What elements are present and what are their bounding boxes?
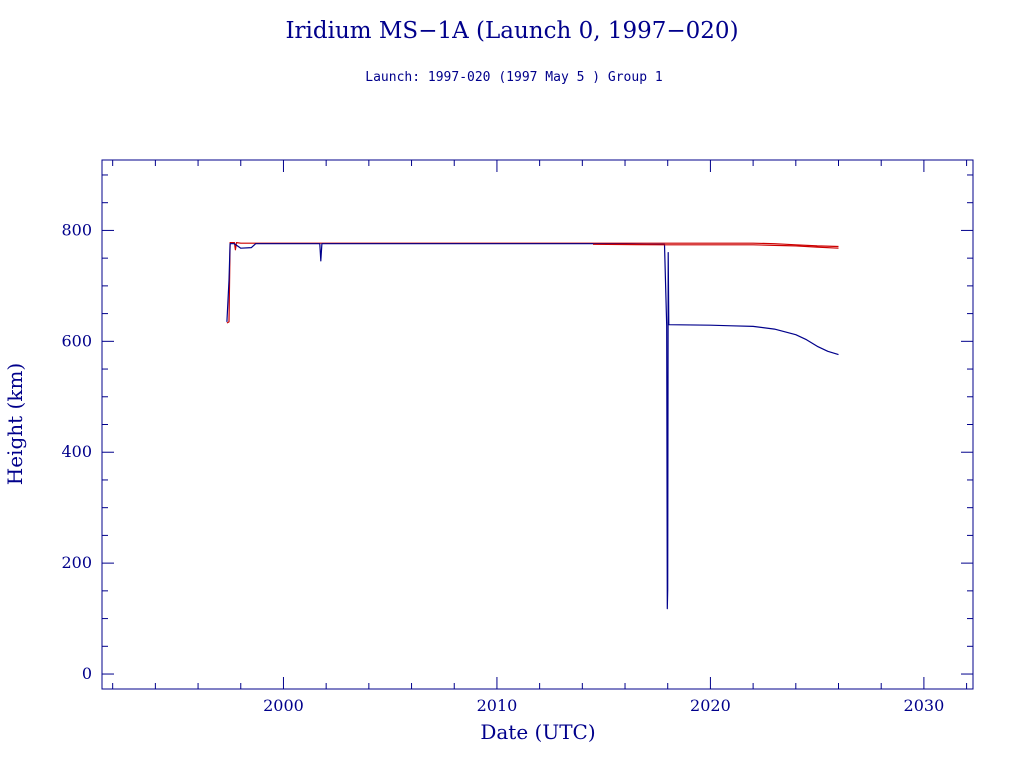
x-tick-label: 2000 bbox=[263, 696, 304, 715]
y-tick-label: 0 bbox=[82, 664, 92, 683]
x-tick-label: 2010 bbox=[477, 696, 518, 715]
y-tick-label: 200 bbox=[61, 553, 92, 572]
plot-frame bbox=[101, 159, 974, 690]
series-line-2 bbox=[226, 243, 839, 610]
chart-subtitle: Launch: 1997-020 (1997 May 5 ) Group 1 bbox=[365, 70, 662, 85]
series-line-3 bbox=[592, 243, 839, 249]
y-tick-label: 400 bbox=[61, 442, 92, 461]
x-axis-label: Date (UTC) bbox=[480, 720, 595, 744]
y-tick-label: 600 bbox=[61, 331, 92, 350]
series-line-1 bbox=[226, 242, 839, 324]
series-layer bbox=[226, 242, 839, 610]
x-tick-label: 2020 bbox=[690, 696, 731, 715]
x-axis-ticks bbox=[112, 160, 968, 689]
chart-title: Iridium MS−1A (Launch 0, 1997−020) bbox=[285, 18, 738, 44]
y-tick-label: 800 bbox=[61, 220, 92, 239]
x-tick-label: 2030 bbox=[904, 696, 945, 715]
y-axis-label: Height (km) bbox=[3, 363, 27, 485]
x-axis-tick-labels: 2000 2010 2020 2030 bbox=[263, 696, 944, 715]
y-axis-tick-labels: 0 200 400 600 800 bbox=[61, 220, 92, 683]
y-axis-ticks bbox=[102, 174, 973, 675]
